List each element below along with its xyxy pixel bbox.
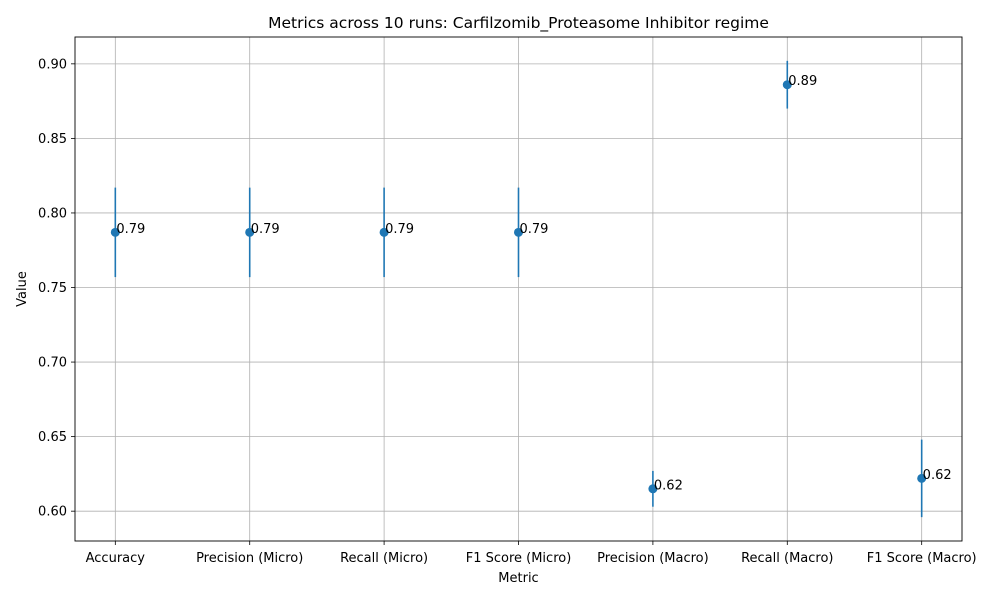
data-point	[648, 484, 658, 494]
chart-title: Metrics across 10 runs: Carfilzomib_Prot…	[268, 14, 769, 33]
y-axis-label: Value	[15, 271, 30, 307]
value-label: 0.79	[251, 222, 280, 237]
data-point	[917, 473, 927, 483]
x-tick-label: F1 Score (Macro)	[867, 551, 977, 566]
data-point	[514, 227, 523, 237]
y-tick-label: 0.85	[38, 132, 67, 147]
value-label: 0.89	[788, 74, 817, 89]
x-axis-ticks: Accuracy Precision (Micro) Recall (Micro) F…	[86, 541, 977, 566]
data-points	[110, 80, 927, 494]
value-label: 0.79	[520, 222, 549, 237]
x-tick-label: Precision (Micro)	[196, 551, 303, 566]
y-tick-label: 0.65	[38, 430, 67, 445]
value-label: 0.79	[116, 222, 145, 237]
y-tick-label: 0.60	[38, 505, 67, 520]
value-label: 0.79	[385, 222, 414, 237]
x-tick-label: Accuracy	[86, 551, 146, 566]
value-label: 0.62	[654, 478, 683, 493]
x-tick-label: Recall (Micro)	[340, 551, 428, 566]
data-point	[379, 227, 389, 237]
x-tick-label: F1 Score (Micro)	[466, 551, 572, 566]
data-point	[782, 80, 792, 90]
x-axis-label: Metric	[498, 571, 538, 586]
data-point	[110, 227, 120, 237]
y-tick-label: 0.70	[38, 356, 67, 371]
x-tick-label: Precision (Macro)	[597, 551, 709, 566]
value-label: 0.62	[923, 468, 952, 483]
y-axis-ticks: 0.60 0.65 0.70 0.75 0.80 0.85 0.90	[38, 57, 75, 520]
y-tick-label: 0.75	[38, 281, 67, 296]
y-tick-label: 0.80	[38, 206, 67, 221]
data-labels: 0.79 0.79 0.79 0.79 0.62 0.89 0.62	[116, 74, 951, 493]
x-tick-label: Recall (Macro)	[741, 551, 833, 566]
y-tick-label: 0.90	[38, 57, 67, 72]
data-point	[245, 227, 255, 237]
grid	[75, 37, 962, 541]
